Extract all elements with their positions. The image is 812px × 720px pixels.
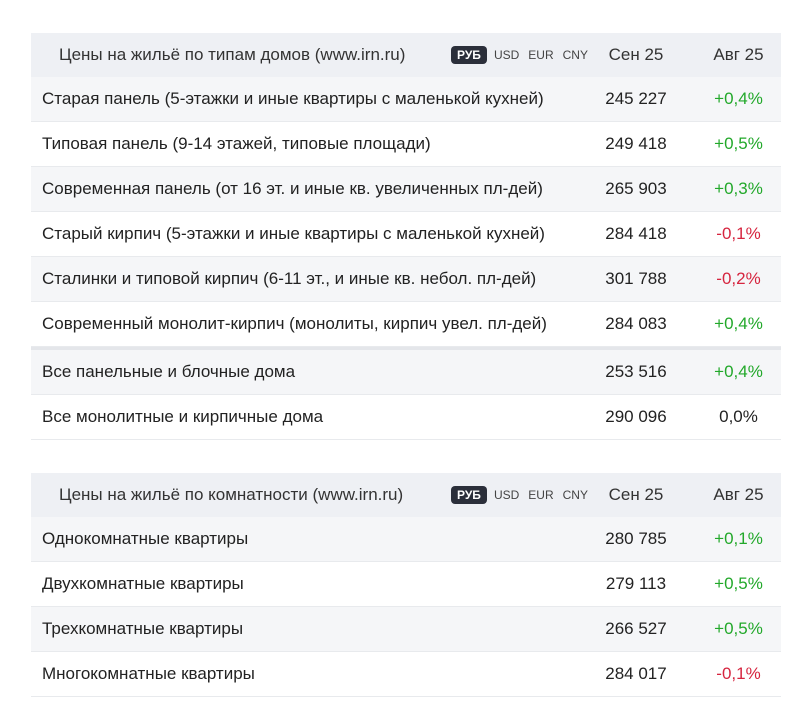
price-change: +0,1% (714, 529, 763, 548)
house-type-prices-table: Цены на жильё по типам домов (www.irn.ru… (31, 33, 781, 440)
table-row: Типовая панель (9-14 этажей, типовые пло… (31, 122, 781, 167)
table-row: Современная панель (от 16 эт. и иные кв.… (31, 167, 781, 212)
price-change: -0,2% (716, 269, 761, 288)
table-header: Цены на жильё по типам домов (www.irn.ru… (31, 33, 781, 77)
price-value: 249 418 (605, 134, 667, 153)
table-title: Цены на жильё по комнатности (www.irn.ru… (59, 485, 404, 504)
price-value: 253 516 (605, 362, 667, 381)
currency-switcher: РУБ USD EUR CNY (451, 486, 590, 504)
price-change: +0,5% (714, 134, 763, 153)
row-label: Старая панель (5-этажки и иные квартиры … (42, 89, 544, 108)
table-row: Все монолитные и кирпичные дома 290 096 0,… (31, 395, 781, 440)
currency-usd-button[interactable]: USD (493, 48, 520, 62)
column-previous-month: Авг 25 (713, 45, 764, 64)
price-value: 280 785 (605, 529, 667, 548)
table-row: Старый кирпич (5-этажки и иные квартиры … (31, 212, 781, 257)
price-change: +0,4% (714, 362, 763, 381)
currency-switcher: РУБ USD EUR CNY (451, 46, 590, 64)
price-change: +0,3% (714, 179, 763, 198)
price-change: +0,5% (714, 574, 763, 593)
row-label: Трехкомнатные квартиры (42, 619, 244, 638)
currency-cny-button[interactable]: CNY (562, 48, 588, 62)
currency-cny-button[interactable]: CNY (562, 488, 588, 502)
price-value: 245 227 (605, 89, 667, 108)
row-label: Однокомнатные квартиры (42, 529, 249, 548)
table-body: Старая панель (5-этажки и иные квартиры … (31, 77, 781, 440)
price-change: +0,4% (714, 314, 763, 333)
table-row: Однокомнатные квартиры 280 785 +0,1% (31, 517, 781, 562)
row-label: Типовая панель (9-14 этажей, типовые пло… (42, 134, 431, 153)
price-value: 290 096 (605, 407, 667, 426)
column-current-month: Сен 25 (608, 45, 664, 64)
currency-rub-button[interactable]: РУБ (451, 46, 487, 64)
price-value: 301 788 (605, 269, 667, 288)
row-label: Современный монолит-кирпич (монолиты, ки… (42, 314, 547, 333)
table-row: Старая панель (5-этажки и иные квартиры … (31, 77, 781, 122)
price-value: 279 113 (605, 574, 667, 593)
table-row: Все панельные и блочные дома 253 516 +0,4% (31, 347, 781, 395)
price-value: 284 418 (605, 224, 667, 243)
price-value: 284 017 (605, 664, 667, 683)
table-header: Цены на жильё по комнатности (www.irn.ru… (31, 473, 781, 517)
column-previous-month: Авг 25 (713, 485, 764, 504)
price-change: +0,4% (714, 89, 763, 108)
price-change: -0,1% (716, 224, 761, 243)
row-label: Многокомнатные квартиры (42, 664, 255, 683)
row-label: Старый кирпич (5-этажки и иные квартиры … (42, 224, 545, 243)
currency-eur-button[interactable]: EUR (528, 48, 554, 62)
table-row: Многокомнатные квартиры 284 017 -0,1% (31, 652, 781, 697)
currency-eur-button[interactable]: EUR (528, 488, 554, 502)
currency-rub-button[interactable]: РУБ (451, 486, 487, 504)
table-body: Однокомнатные квартиры 280 785 +0,1% Двухко… (31, 517, 781, 697)
table-row: Двухкомнатные квартиры 279 113 +0,5% (31, 562, 781, 607)
price-value: 265 903 (605, 179, 667, 198)
table-row: Сталинки и типовой кирпич (6-11 эт., и и… (31, 257, 781, 302)
currency-usd-button[interactable]: USD (493, 488, 520, 502)
price-value: 284 083 (605, 314, 667, 333)
price-change: +0,5% (714, 619, 763, 638)
price-value: 266 527 (605, 619, 667, 638)
table-row: Трехкомнатные квартиры 266 527 +0,5% (31, 607, 781, 652)
price-change: -0,1% (716, 664, 761, 683)
row-label: Сталинки и типовой кирпич (6-11 эт., и и… (42, 269, 537, 288)
price-change: 0,0% (719, 407, 758, 426)
table-row: Современный монолит-кирпич (монолиты, ки… (31, 302, 781, 347)
room-count-prices-table: Цены на жильё по комнатности (www.irn.ru… (31, 473, 781, 697)
row-label: Современная панель (от 16 эт. и иные кв.… (42, 179, 543, 198)
row-label: Все монолитные и кирпичные дома (42, 407, 324, 426)
row-label: Двухкомнатные квартиры (42, 574, 244, 593)
table-title: Цены на жильё по типам домов (www.irn.ru… (59, 45, 406, 64)
row-label: Все панельные и блочные дома (42, 362, 296, 381)
column-current-month: Сен 25 (608, 485, 664, 504)
